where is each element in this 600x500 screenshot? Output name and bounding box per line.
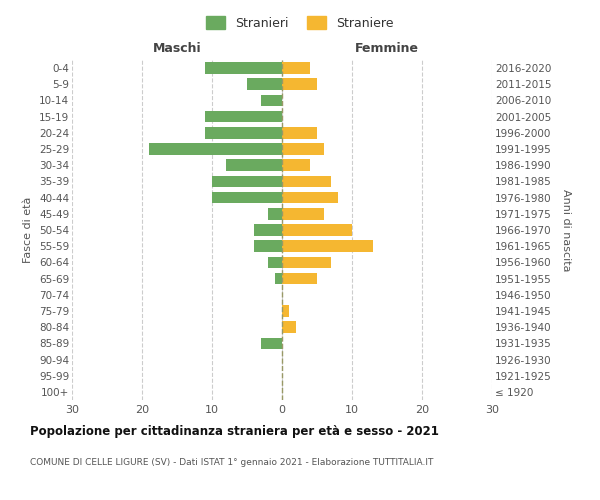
- Bar: [261, 338, 282, 349]
- Bar: [261, 94, 282, 106]
- Bar: [205, 127, 282, 138]
- Bar: [205, 62, 282, 74]
- Bar: [282, 143, 324, 155]
- Bar: [282, 176, 331, 188]
- Bar: [205, 111, 282, 122]
- Bar: [212, 192, 282, 203]
- Bar: [282, 322, 296, 333]
- Text: Popolazione per cittadinanza straniera per età e sesso - 2021: Popolazione per cittadinanza straniera p…: [30, 425, 439, 438]
- Bar: [282, 256, 331, 268]
- Bar: [212, 176, 282, 188]
- Text: Maschi: Maschi: [152, 42, 202, 55]
- Bar: [282, 224, 352, 236]
- Bar: [268, 208, 282, 220]
- Bar: [226, 160, 282, 171]
- Bar: [268, 256, 282, 268]
- Y-axis label: Fasce di età: Fasce di età: [23, 197, 34, 263]
- Bar: [282, 62, 310, 74]
- Bar: [247, 78, 282, 90]
- Bar: [282, 127, 317, 138]
- Bar: [282, 240, 373, 252]
- Bar: [149, 143, 282, 155]
- Bar: [282, 208, 324, 220]
- Y-axis label: Anni di nascita: Anni di nascita: [561, 188, 571, 271]
- Legend: Stranieri, Straniere: Stranieri, Straniere: [202, 11, 398, 35]
- Bar: [282, 272, 317, 284]
- Bar: [254, 240, 282, 252]
- Bar: [282, 305, 289, 317]
- Bar: [254, 224, 282, 236]
- Bar: [282, 192, 338, 203]
- Bar: [282, 78, 317, 90]
- Text: Femmine: Femmine: [355, 42, 419, 55]
- Text: COMUNE DI CELLE LIGURE (SV) - Dati ISTAT 1° gennaio 2021 - Elaborazione TUTTITAL: COMUNE DI CELLE LIGURE (SV) - Dati ISTAT…: [30, 458, 433, 467]
- Bar: [275, 272, 282, 284]
- Bar: [282, 160, 310, 171]
